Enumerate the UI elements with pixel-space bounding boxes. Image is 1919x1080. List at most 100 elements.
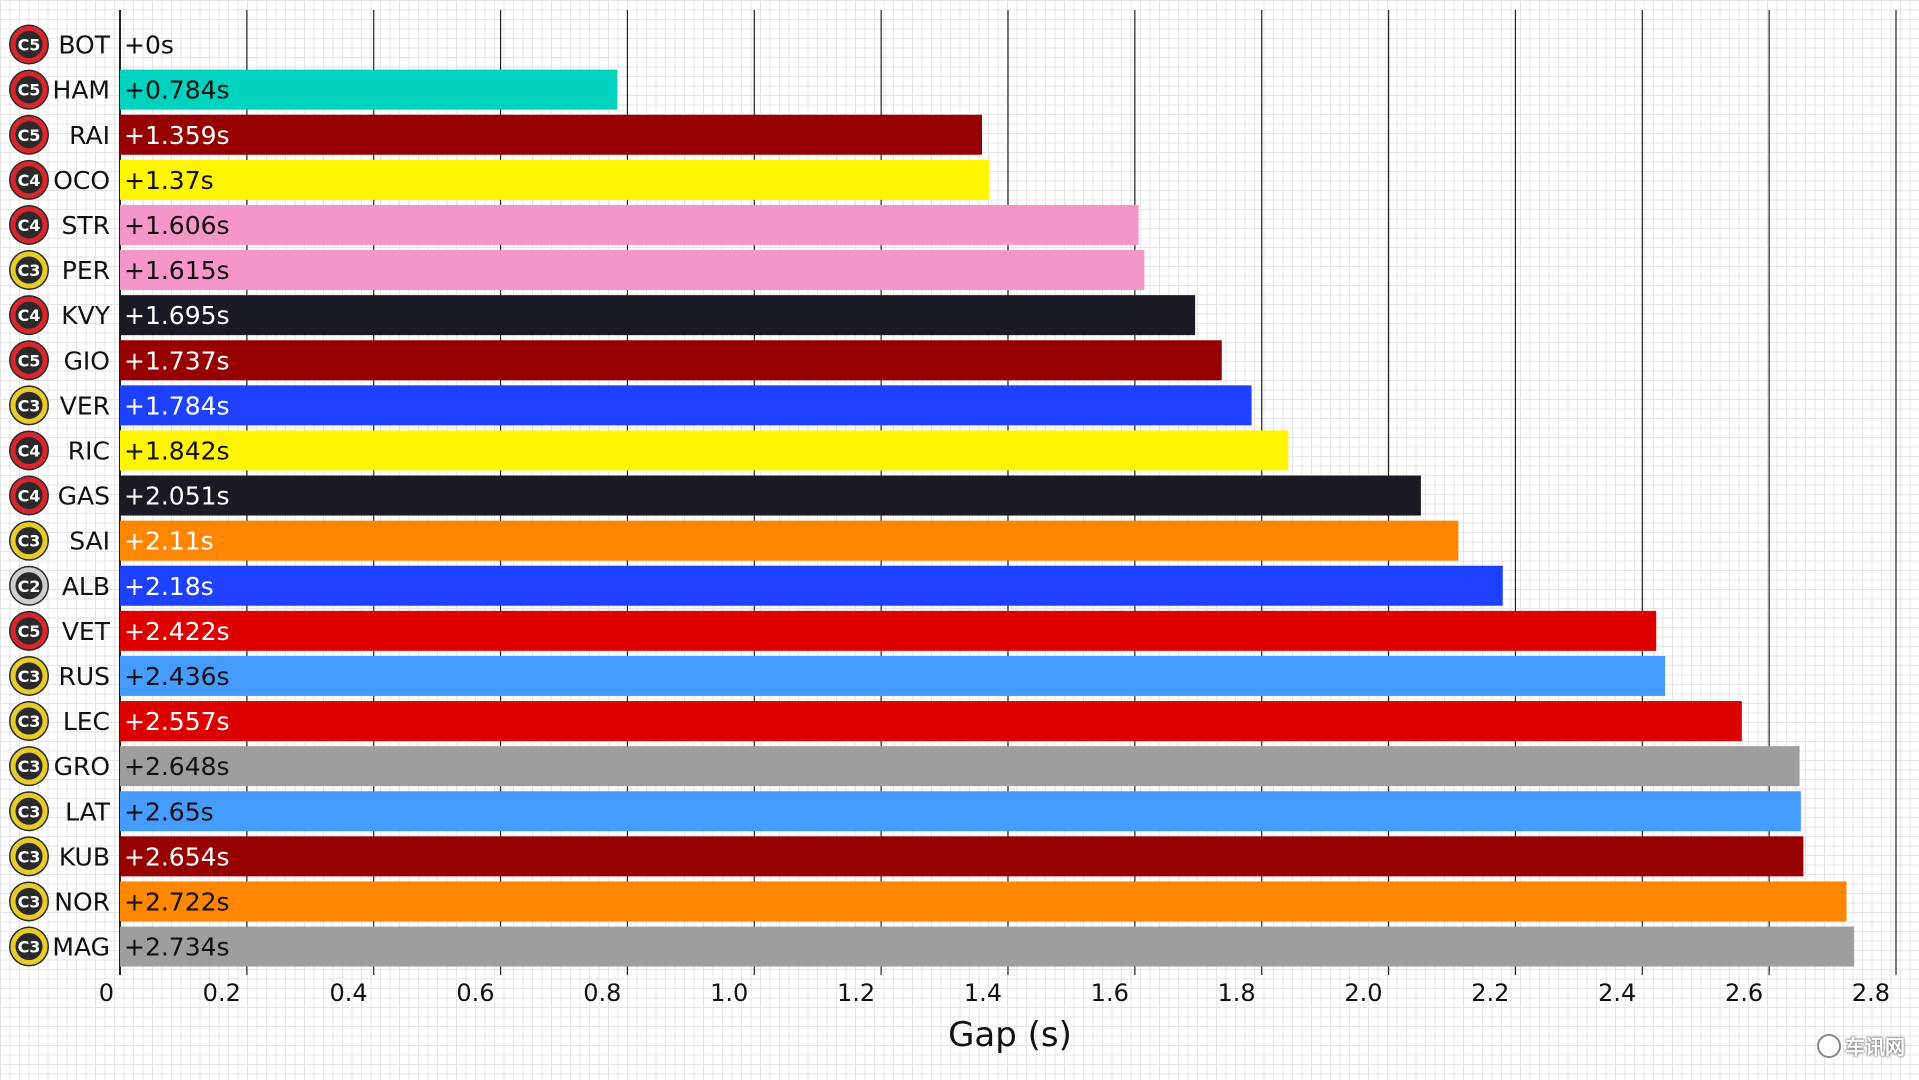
tyre-compound-label: C3: [18, 757, 41, 776]
x-tick-label-1.4: 1.4: [964, 979, 1002, 1007]
bar-oco: [120, 159, 989, 200]
bars: [120, 69, 1855, 967]
tyre-badge-rai: C5: [9, 114, 49, 155]
driver-name-nor: NOR: [54, 887, 110, 916]
x-tick-label-2.6: 2.6: [1725, 979, 1763, 1007]
tyre-ring-icon: [10, 837, 48, 875]
driver-name-kvy: KVY: [61, 301, 110, 330]
tyre-compound-label: C4: [18, 216, 41, 235]
tyre-compound-label: C5: [18, 36, 41, 55]
value-label-str: +1.606s: [124, 211, 230, 240]
x-tick-label-1.8: 1.8: [1218, 979, 1256, 1007]
x-tick-label-1.6: 1.6: [1091, 979, 1129, 1007]
value-label-kub: +2.654s: [124, 842, 230, 871]
driver-name-rai: RAI: [69, 121, 110, 150]
value-label-lat: +2.65s: [124, 797, 214, 826]
tyre-compound-label: C3: [18, 892, 41, 911]
tyre-badge-kvy: C4: [9, 295, 49, 336]
tyre-badge-oco: C4: [9, 159, 49, 200]
value-label-vet: +2.422s: [124, 617, 230, 646]
tyre-ring-icon: [10, 657, 48, 695]
driver-name-str: STR: [61, 211, 110, 240]
tyre-badge-kub: C3: [9, 836, 49, 877]
tyre-ring-icon: [10, 522, 48, 560]
tyre-badge-str: C4: [9, 204, 49, 245]
tyre-ring-icon: [10, 296, 48, 334]
tyre-compound-label: C3: [18, 847, 41, 866]
tyre-ring-icon: [10, 206, 48, 244]
tyre-ring-icon: [10, 702, 48, 740]
tyre-compound-label: C3: [18, 396, 41, 415]
x-tick-label-0.2: 0.2: [203, 979, 241, 1007]
tyre-badge-ver: C3: [9, 385, 49, 426]
driver-name-gas: GAS: [58, 482, 110, 511]
value-label-ver: +1.784s: [124, 391, 230, 420]
driver-name-rus: RUS: [58, 662, 110, 691]
tyre-ring-icon: [10, 161, 48, 199]
x-tick-label-2.8: 2.8: [1852, 979, 1890, 1007]
tyre-compound-label: C4: [18, 441, 41, 460]
tyre-compound-label: C2: [18, 577, 41, 596]
tyre-badge-per: C3: [9, 250, 49, 291]
bar-ver: [120, 385, 1252, 426]
bar-nor: [120, 881, 1847, 922]
value-label-gro: +2.648s: [124, 752, 230, 781]
tyre-compound-label: C5: [18, 81, 41, 100]
driver-name-sai: SAI: [69, 527, 110, 556]
value-label-rai: +1.359s: [124, 121, 230, 150]
tyre-badge-ric: C4: [9, 430, 49, 471]
tyre-compound-label: C5: [18, 126, 41, 145]
watermark-logo-icon: [1817, 1033, 1841, 1058]
value-label-ric: +1.842s: [124, 436, 230, 465]
tyre-compound-label: C3: [18, 802, 41, 821]
tyre-compound-label: C4: [18, 306, 41, 325]
tyre-ring-icon: [10, 882, 48, 920]
tyre-compound-label: C3: [18, 261, 41, 280]
driver-name-ric: RIC: [68, 436, 110, 465]
x-tick-label-1.2: 1.2: [837, 979, 875, 1007]
value-label-oco: +1.37s: [124, 166, 214, 195]
value-label-rus: +2.436s: [124, 662, 230, 691]
tyre-compound-label: C5: [18, 351, 41, 370]
x-tick-label-2.2: 2.2: [1471, 979, 1509, 1007]
value-label-bot: +0s: [124, 31, 174, 60]
tyre-ring-icon: [10, 747, 48, 785]
tyre-badge-sai: C3: [9, 520, 49, 561]
tyre-ring-icon: [10, 431, 48, 469]
value-label-gas: +2.051s: [124, 482, 230, 511]
tyre-badge-alb: C2: [9, 565, 49, 606]
x-tick-label-2.0: 2.0: [1344, 979, 1382, 1007]
tyre-ring-icon: [10, 71, 48, 109]
driver-name-kub: KUB: [59, 842, 110, 871]
driver-name-mag: MAG: [52, 933, 110, 962]
value-label-kvy: +1.695s: [124, 301, 230, 330]
tyre-ring-icon: [10, 341, 48, 379]
bar-vet: [120, 610, 1657, 651]
driver-name-gro: GRO: [54, 752, 110, 781]
x-axis-label: Gap (s): [948, 1015, 1072, 1055]
watermark-text: 车讯网: [1845, 1035, 1905, 1059]
bar-sai: [120, 520, 1459, 561]
driver-labels: +0s BOT C5 +0.784s HAM C5 +1.359s RAI C5 +1.37s OC…: [9, 24, 230, 967]
tyre-badge-gas: C4: [9, 475, 49, 516]
bar-ric: [120, 430, 1289, 471]
bar-ham: [120, 69, 618, 110]
driver-name-alb: ALB: [62, 572, 110, 601]
tyre-ring-icon: [10, 386, 48, 424]
tyre-ring-icon: [10, 792, 48, 830]
driver-name-lat: LAT: [65, 797, 111, 826]
tyre-compound-label: C3: [18, 938, 41, 957]
bar-mag: [120, 926, 1855, 967]
driver-name-oco: OCO: [53, 166, 110, 195]
x-tick-label-1.0: 1.0: [710, 979, 748, 1007]
driver-name-ham: HAM: [53, 76, 110, 105]
driver-name-vet: VET: [62, 617, 111, 646]
tyre-badge-ham: C5: [9, 69, 49, 110]
bar-str: [120, 204, 1139, 245]
tyre-badge-mag: C3: [9, 926, 49, 967]
tyre-ring-icon: [10, 116, 48, 154]
value-label-ham: +0.784s: [124, 76, 230, 105]
tyre-badge-lec: C3: [9, 701, 49, 742]
bar-lec: [120, 701, 1742, 742]
value-label-lec: +2.557s: [124, 707, 230, 736]
